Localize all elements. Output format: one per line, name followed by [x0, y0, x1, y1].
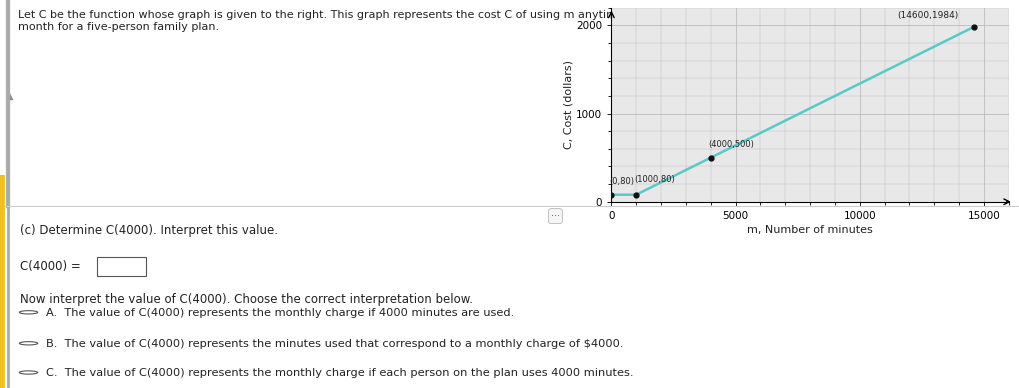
X-axis label: m, Number of minutes: m, Number of minutes	[747, 225, 873, 235]
FancyBboxPatch shape	[97, 257, 146, 276]
Text: (4000,500): (4000,500)	[708, 140, 754, 149]
Text: Let C be the function whose graph is given to the right. This graph represents t: Let C be the function whose graph is giv…	[17, 10, 699, 32]
Text: C(4000) =: C(4000) =	[20, 260, 82, 274]
Text: Now interpret the value of C(4000). Choose the correct interpretation below.: Now interpret the value of C(4000). Choo…	[20, 293, 474, 306]
Text: (14600,1984): (14600,1984)	[897, 11, 958, 20]
Y-axis label: C, Cost (dollars): C, Cost (dollars)	[564, 60, 574, 149]
Text: (c) Determine C(4000). Interpret this value.: (c) Determine C(4000). Interpret this va…	[20, 224, 278, 237]
Text: (0,80): (0,80)	[609, 177, 634, 186]
Text: A.  The value of C(4000) represents the monthly charge if 4000 minutes are used.: A. The value of C(4000) represents the m…	[46, 308, 515, 318]
Text: ···: ···	[551, 211, 559, 221]
Text: B.  The value of C(4000) represents the minutes used that correspond to a monthl: B. The value of C(4000) represents the m…	[46, 339, 624, 349]
Text: ▲: ▲	[6, 91, 13, 101]
Text: (1000,80): (1000,80)	[634, 175, 675, 184]
Text: C.  The value of C(4000) represents the monthly charge if each person on the pla: C. The value of C(4000) represents the m…	[46, 369, 634, 378]
